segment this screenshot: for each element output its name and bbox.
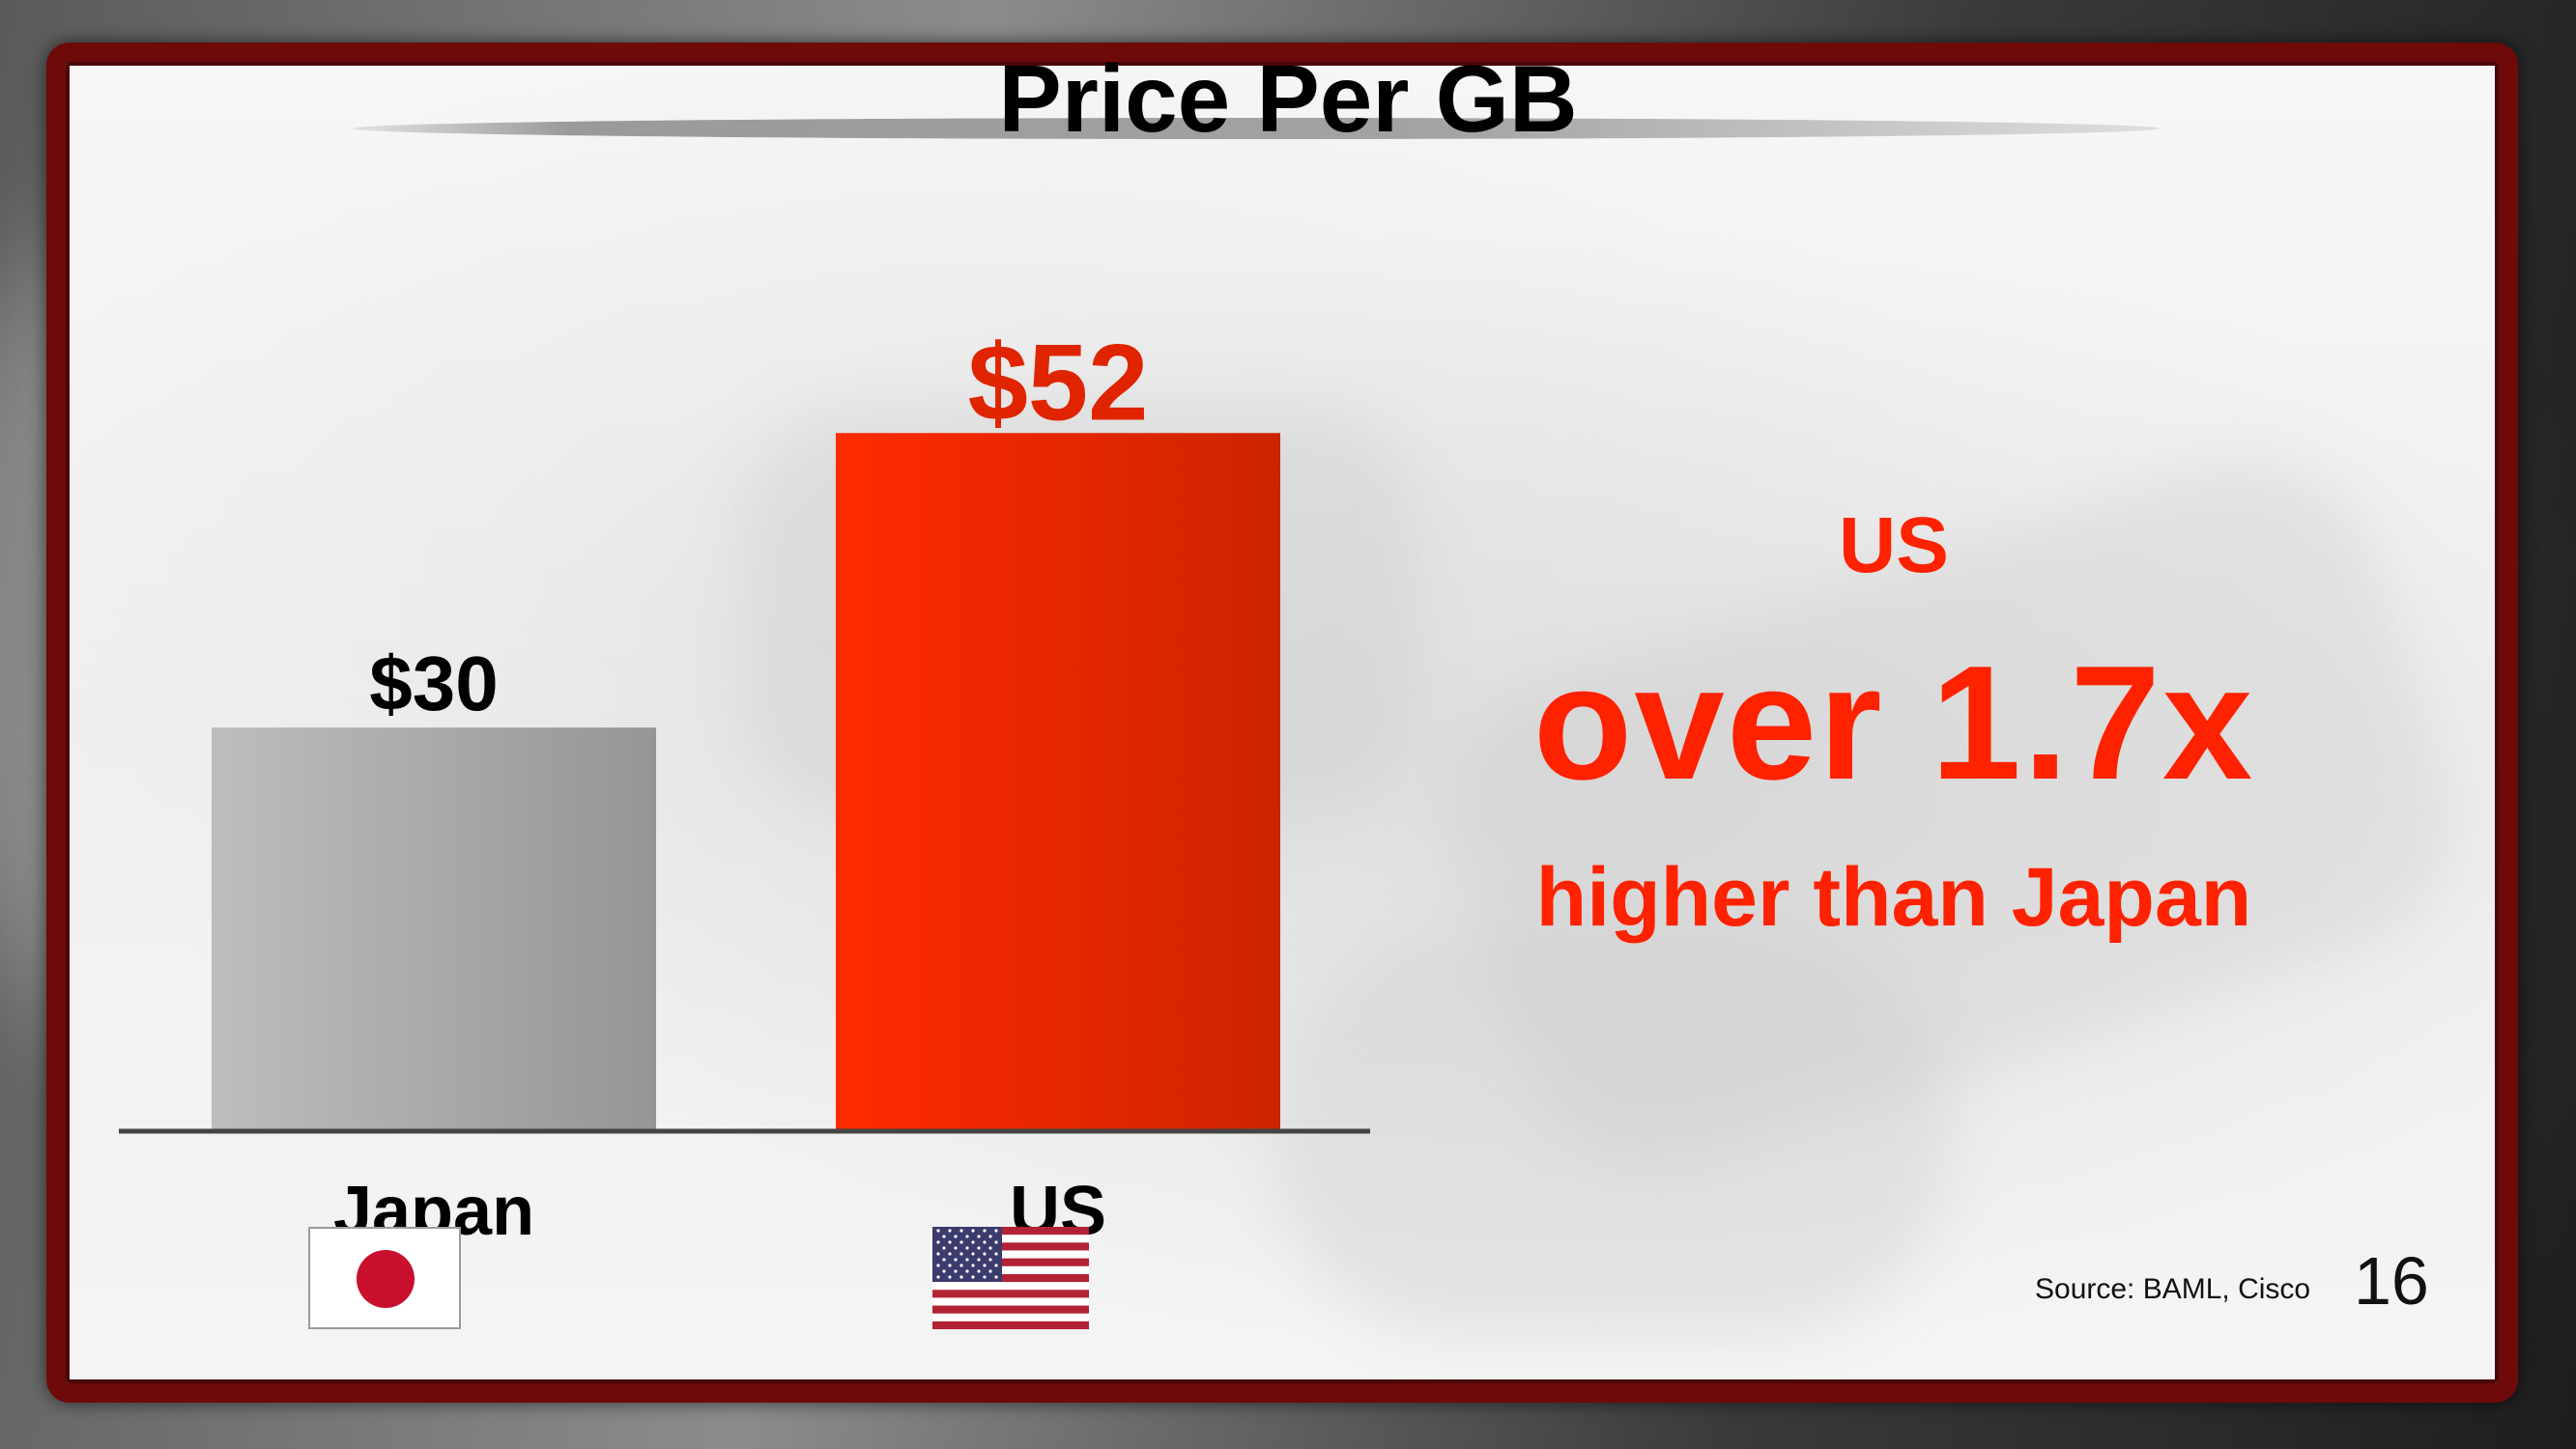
slide-title: Price Per GB [998,45,1578,152]
callout-comparison: higher than Japan [1535,851,2252,944]
value-label-japan: $30 [369,640,498,726]
title-brush-stroke [353,118,2160,139]
callout-country: US [1839,501,1949,589]
bar-japan [212,727,656,1129]
value-label-us: $52 [968,322,1149,442]
page-number: 16 [2354,1243,2429,1319]
background-ghost-shape [1274,931,1950,1337]
callout-multiplier: over 1.7x [1532,632,2255,813]
japan-flag-disc [357,1250,415,1308]
source-note: Source: BAML, Cisco [2035,1273,2311,1305]
bar-us [836,433,1280,1129]
us-flag-icon [932,1227,1089,1329]
japan-flag-icon [308,1227,461,1329]
